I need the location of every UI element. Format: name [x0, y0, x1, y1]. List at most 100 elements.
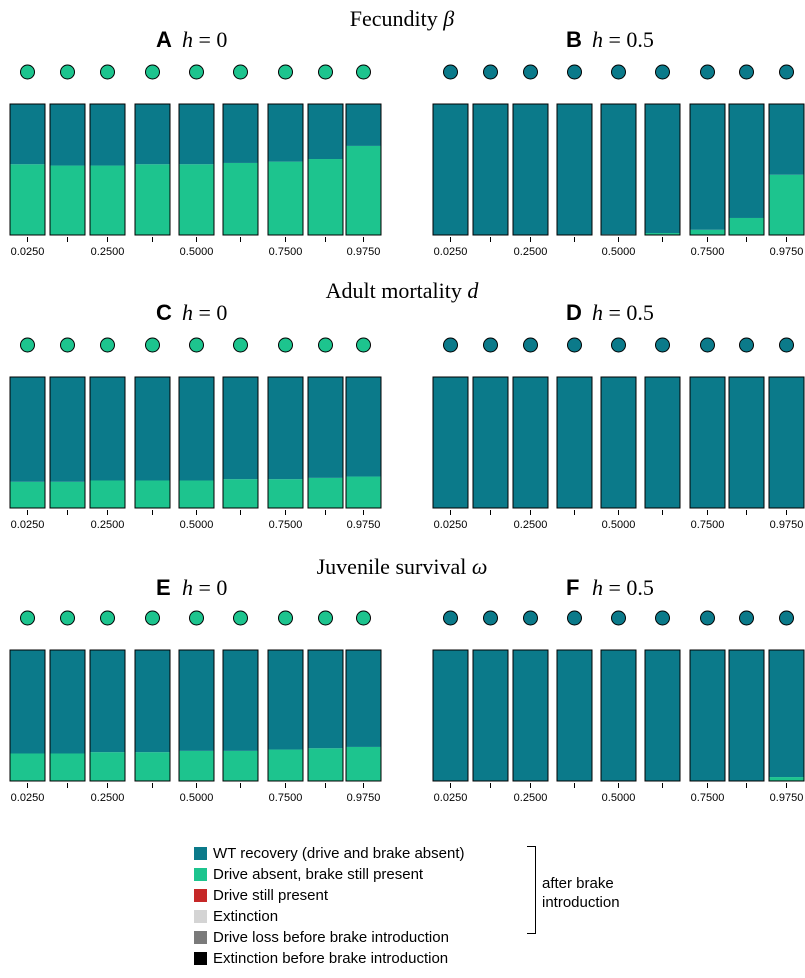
legend-item: Extinction	[194, 907, 278, 925]
row-title: Fecundity β	[350, 6, 455, 31]
category-dot	[318, 337, 333, 353]
bar-wt-recovery	[10, 104, 45, 165]
bar-outline	[178, 649, 215, 782]
x-tick-label: 0.2500	[91, 792, 125, 804]
bar-drive-absent	[268, 749, 303, 781]
bar-outline	[222, 103, 259, 236]
category-dot	[700, 337, 715, 353]
bar-wt-recovery	[308, 650, 343, 749]
bar-outline	[89, 376, 126, 509]
bar-wt-recovery	[433, 104, 468, 235]
bar-drive-absent	[90, 165, 125, 235]
legend-item: WT recovery (drive and brake absent)	[194, 844, 465, 862]
bar-wt-recovery	[223, 377, 258, 480]
bar-outline	[728, 649, 765, 782]
bar-outline	[222, 649, 259, 782]
bar-wt-recovery	[645, 650, 680, 781]
bracket-label-line-2: introduction	[542, 894, 620, 911]
subtitle-value: = 0	[193, 575, 227, 600]
subtitle-variable: h	[592, 575, 603, 600]
bar-drive-absent	[10, 481, 45, 508]
category-dot	[443, 64, 458, 80]
bar-wt-recovery	[690, 104, 725, 230]
x-tick-label: 0.7500	[691, 519, 725, 531]
bar-outline	[768, 376, 805, 509]
category-dot	[60, 610, 75, 626]
bar-wt-recovery	[50, 377, 85, 482]
row-titles: Fecundity β Adult mortality d Juvenile sur…	[317, 6, 488, 579]
x-tick-label: 0.0250	[434, 792, 468, 804]
bar-drive-absent	[90, 480, 125, 508]
bar-wt-recovery	[50, 104, 85, 166]
legend-swatch	[194, 930, 207, 944]
panel-letter: C	[156, 300, 172, 325]
bar-outline	[178, 376, 215, 509]
bar-outline	[9, 376, 46, 509]
bar-wt-recovery	[10, 650, 45, 754]
bar-drive-absent	[645, 233, 680, 235]
x-tick-label: 0.9750	[347, 519, 381, 531]
bar-drive-absent	[50, 165, 85, 235]
category-dot	[278, 610, 293, 626]
x-tick-label: 0.2500	[514, 519, 548, 531]
bar-wt-recovery	[308, 104, 343, 160]
bar-outline	[9, 649, 46, 782]
bar-outline	[89, 649, 126, 782]
bar-drive-absent	[308, 159, 343, 235]
bar-outline	[512, 376, 549, 509]
bar-outline	[345, 649, 382, 782]
legend-label: WT recovery (drive and brake absent)	[213, 844, 465, 862]
category-dot	[20, 337, 35, 353]
category-dot	[779, 610, 794, 626]
category-dot	[145, 610, 160, 626]
bar-outline	[267, 649, 304, 782]
legend: WT recovery (drive and brake absent) Driv…	[194, 844, 620, 974]
category-dot	[233, 64, 248, 80]
panel-subtitle: h = 0.5	[592, 575, 654, 600]
legend-swatch	[194, 846, 207, 860]
bar-drive-absent	[346, 746, 381, 781]
legend-swatch	[194, 888, 207, 902]
bar-drive-absent	[90, 752, 125, 781]
bar-wt-recovery	[473, 104, 508, 235]
category-dot	[739, 337, 754, 353]
x-tick-label: 0.7500	[269, 519, 303, 531]
bar-wt-recovery	[769, 104, 804, 175]
legend-item: Drive still present	[194, 886, 328, 904]
x-tick-label: 0.7500	[269, 792, 303, 804]
category-dot	[356, 64, 371, 80]
bar-outline	[768, 103, 805, 236]
bar-wt-recovery	[513, 104, 548, 235]
category-dot	[567, 337, 582, 353]
bar-drive-absent	[223, 479, 258, 508]
bar-outline	[644, 103, 681, 236]
bar-drive-absent	[268, 161, 303, 235]
x-tick-label: 0.2500	[514, 246, 548, 258]
bar-wt-recovery	[135, 104, 170, 165]
x-tick-label: 0.5000	[180, 792, 214, 804]
panel-letter: A	[156, 27, 172, 52]
row-title-text: Juvenile survival	[317, 554, 472, 579]
x-tick-label: 0.7500	[269, 246, 303, 258]
bar-outline	[89, 103, 126, 236]
bar-outline	[600, 376, 637, 509]
bar-outline	[267, 103, 304, 236]
category-dot	[611, 64, 626, 80]
bar-outline	[728, 376, 765, 509]
category-dot	[483, 610, 498, 626]
category-dot	[739, 610, 754, 626]
subtitle-variable: h	[592, 27, 603, 52]
category-dot	[739, 64, 754, 80]
bar-wt-recovery	[223, 104, 258, 163]
bar-outline	[134, 376, 171, 509]
legend-label: Extinction	[213, 907, 279, 925]
bar-wt-recovery	[179, 650, 214, 751]
bar-drive-absent	[135, 752, 170, 781]
row-title: Juvenile survival ω	[317, 554, 488, 579]
bar-wt-recovery	[557, 650, 592, 781]
category-dot	[60, 337, 75, 353]
